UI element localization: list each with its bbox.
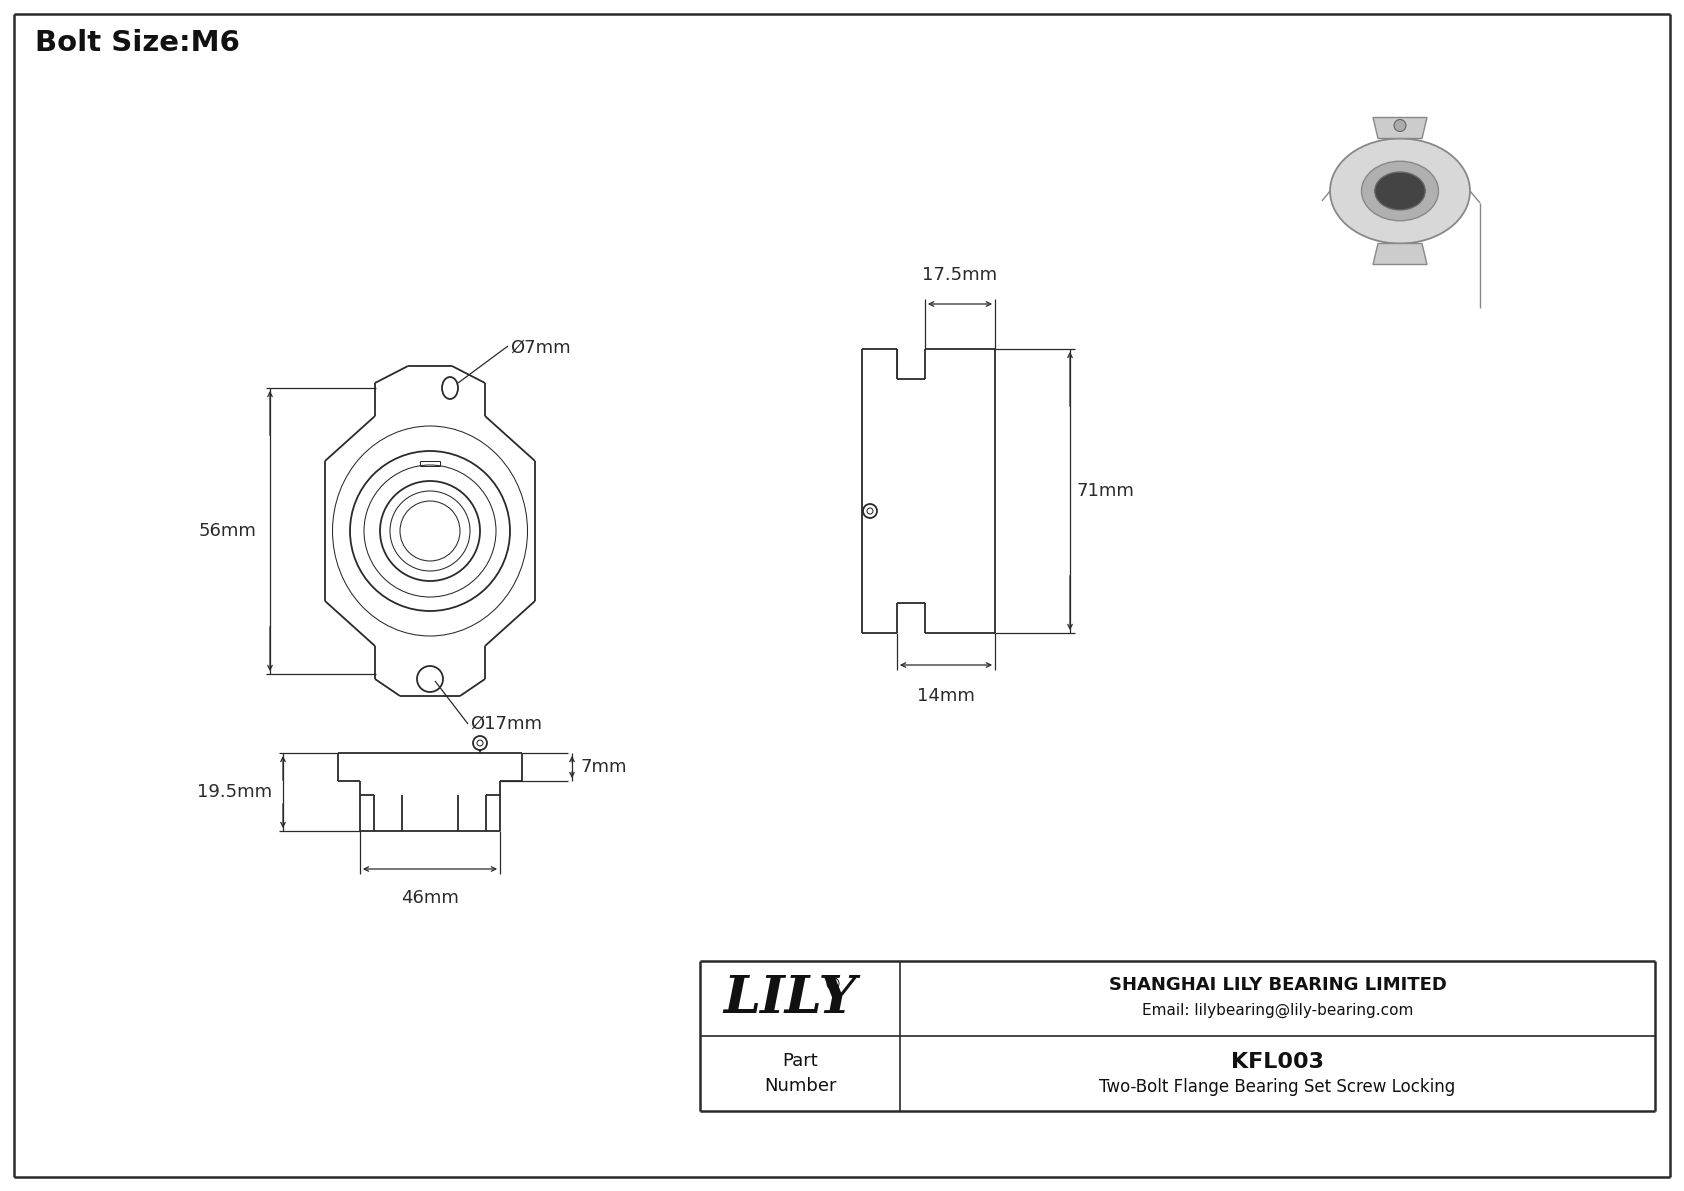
Text: Email: lilybearing@lily-bearing.com: Email: lilybearing@lily-bearing.com bbox=[1142, 1003, 1413, 1018]
Text: Two-Bolt Flange Bearing Set Screw Locking: Two-Bolt Flange Bearing Set Screw Lockin… bbox=[1100, 1079, 1455, 1097]
Polygon shape bbox=[1372, 243, 1426, 264]
Ellipse shape bbox=[1361, 161, 1438, 220]
Text: 17.5mm: 17.5mm bbox=[923, 266, 997, 283]
Text: SHANGHAI LILY BEARING LIMITED: SHANGHAI LILY BEARING LIMITED bbox=[1108, 975, 1447, 993]
Text: ®: ® bbox=[823, 975, 840, 993]
Text: Ø7mm: Ø7mm bbox=[510, 339, 571, 357]
Ellipse shape bbox=[1371, 168, 1430, 213]
Text: 46mm: 46mm bbox=[401, 888, 460, 908]
Text: LILY: LILY bbox=[724, 973, 857, 1024]
Text: 14mm: 14mm bbox=[918, 687, 975, 705]
Polygon shape bbox=[1372, 118, 1426, 138]
Text: Bolt Size:M6: Bolt Size:M6 bbox=[35, 29, 239, 57]
Text: Part
Number: Part Number bbox=[765, 1052, 837, 1095]
Text: 71mm: 71mm bbox=[1076, 482, 1133, 500]
Text: KFL003: KFL003 bbox=[1231, 1052, 1324, 1072]
Text: 19.5mm: 19.5mm bbox=[197, 782, 273, 802]
Text: 56mm: 56mm bbox=[199, 522, 258, 540]
Ellipse shape bbox=[1330, 138, 1470, 243]
Circle shape bbox=[1394, 119, 1406, 131]
Text: 7mm: 7mm bbox=[581, 757, 626, 777]
Ellipse shape bbox=[1374, 173, 1425, 210]
Text: Ø17mm: Ø17mm bbox=[470, 715, 542, 732]
